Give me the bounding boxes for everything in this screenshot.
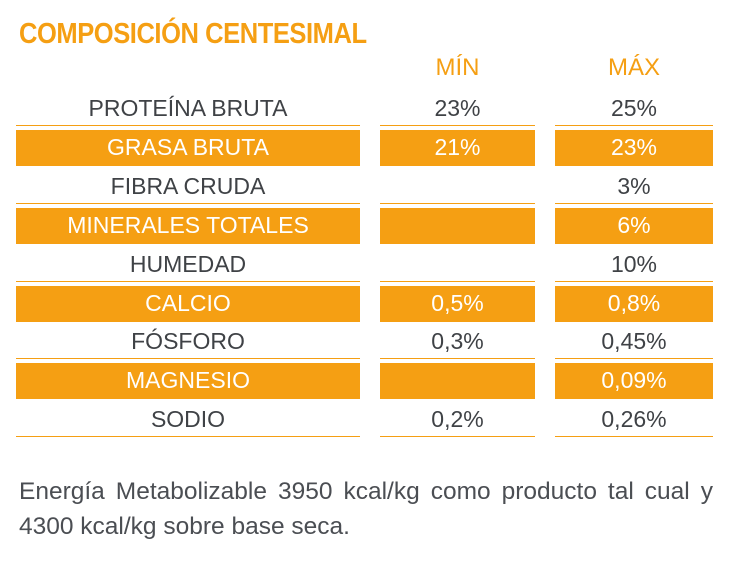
energy-note: Energía Metabolizable 3950 kcal/kg como … [19, 478, 713, 540]
max-value: 25% [555, 91, 713, 126]
min-value: 0,5% [380, 286, 535, 322]
max-value: 0,26% [555, 402, 713, 437]
table-row: MINERALES TOTALES 6% [0, 208, 729, 244]
column-header-min: MÍN [435, 54, 480, 81]
min-value [380, 169, 535, 204]
min-value: 21% [380, 130, 535, 166]
max-value: 6% [555, 208, 713, 244]
min-value [380, 247, 535, 282]
nutrient-name: FIBRA CRUDA [16, 169, 360, 204]
max-value: 0,8% [555, 286, 713, 322]
table-row: GRASA BRUTA 21% 23% [0, 130, 729, 166]
nutrient-name: MAGNESIO [16, 363, 360, 399]
table-row: FÓSFORO 0,3% 0,45% [0, 324, 729, 360]
max-value: 23% [555, 130, 713, 166]
max-value: 3% [555, 169, 713, 204]
nutrient-name: MINERALES TOTALES [16, 208, 360, 244]
table-row: CALCIO 0,5% 0,8% [0, 286, 729, 322]
nutrient-name: GRASA BRUTA [16, 130, 360, 166]
nutrient-name: PROTEÍNA BRUTA [16, 91, 360, 126]
nutrient-name: FÓSFORO [16, 324, 360, 359]
min-value [380, 208, 535, 244]
table-row: FIBRA CRUDA 3% [0, 169, 729, 205]
nutrient-name: SODIO [16, 402, 360, 437]
max-value: 0,45% [555, 324, 713, 359]
page-title: COMPOSICIÓN CENTESIMAL [19, 18, 367, 50]
max-value: 0,09% [555, 363, 713, 399]
table-row: PROTEÍNA BRUTA 23% 25% [0, 91, 729, 127]
table-row: SODIO 0,2% 0,26% [0, 402, 729, 438]
nutrient-name: CALCIO [16, 286, 360, 322]
column-header-max: MÁX [607, 54, 660, 81]
nutrient-name: HUMEDAD [16, 247, 360, 282]
table-row: MAGNESIO 0,09% [0, 363, 729, 399]
min-value: 0,3% [380, 324, 535, 359]
min-value: 23% [380, 91, 535, 126]
table-row: HUMEDAD 10% [0, 247, 729, 283]
min-value [380, 363, 535, 399]
max-value: 10% [555, 247, 713, 282]
min-value: 0,2% [380, 402, 535, 437]
